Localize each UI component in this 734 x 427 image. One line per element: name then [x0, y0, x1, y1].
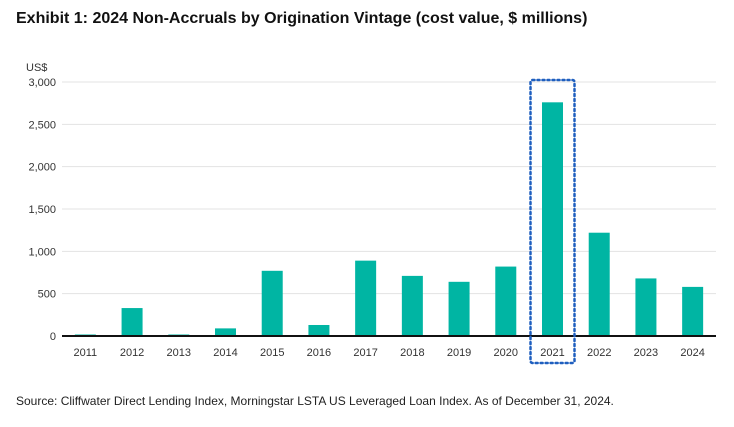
x-tick-label: 2012	[120, 347, 144, 359]
x-tick-label: 2019	[447, 347, 471, 359]
bar-2021	[542, 102, 563, 336]
y-tick-label: 2,500	[28, 119, 56, 131]
x-tick-label: 2014	[213, 347, 237, 359]
x-tick-label: 2020	[494, 347, 518, 359]
bar-2019	[448, 281, 470, 336]
x-tick-label: 2024	[680, 347, 704, 359]
x-tick-labels: 2011 2012 2013 2014 2015 2016 2017 2018 2019 2020…	[74, 347, 705, 359]
y-tick-label: 0	[50, 331, 56, 343]
x-tick-label: 2023	[634, 347, 658, 359]
bar-2022	[588, 232, 610, 336]
bar-2017	[355, 260, 377, 336]
x-tick-label: 2017	[353, 347, 377, 359]
bar-2014	[215, 328, 236, 336]
bar-2015	[261, 270, 283, 336]
highlight-box-2021	[529, 78, 576, 365]
x-tick-label: 2011	[74, 347, 98, 359]
x-tick-label: 2022	[587, 347, 611, 359]
source-note: Source: Cliffwater Direct Lending Index,…	[16, 394, 614, 408]
x-tick-label: 2018	[400, 347, 424, 359]
x-tick-label: 2016	[307, 347, 331, 359]
x-tick-label: 2021	[540, 347, 564, 359]
y-tick-label: 3,000	[28, 77, 56, 89]
bar-2023	[635, 278, 657, 336]
y-tick-label: 500	[38, 289, 56, 301]
y-tick-label: 2,000	[28, 162, 56, 174]
y-tick-label: 1,000	[28, 246, 56, 258]
bar-2018	[401, 275, 423, 336]
bars	[74, 102, 704, 336]
y-tick-label: 1,500	[28, 204, 56, 216]
bar-2016	[308, 324, 330, 336]
x-tick-label: 2015	[260, 347, 284, 359]
y-axis-label: US$	[26, 62, 47, 74]
chart-title: Exhibit 1: 2024 Non-Accruals by Originat…	[16, 10, 588, 27]
bar-2012	[121, 308, 143, 336]
x-tick-label: 2013	[167, 347, 191, 359]
bar-2020	[495, 266, 517, 336]
bar-2024	[682, 286, 704, 336]
y-tick-labels: 0 500 1,000 1,500 2,000 2,500 3,000	[28, 77, 56, 343]
gridlines	[62, 81, 716, 295]
